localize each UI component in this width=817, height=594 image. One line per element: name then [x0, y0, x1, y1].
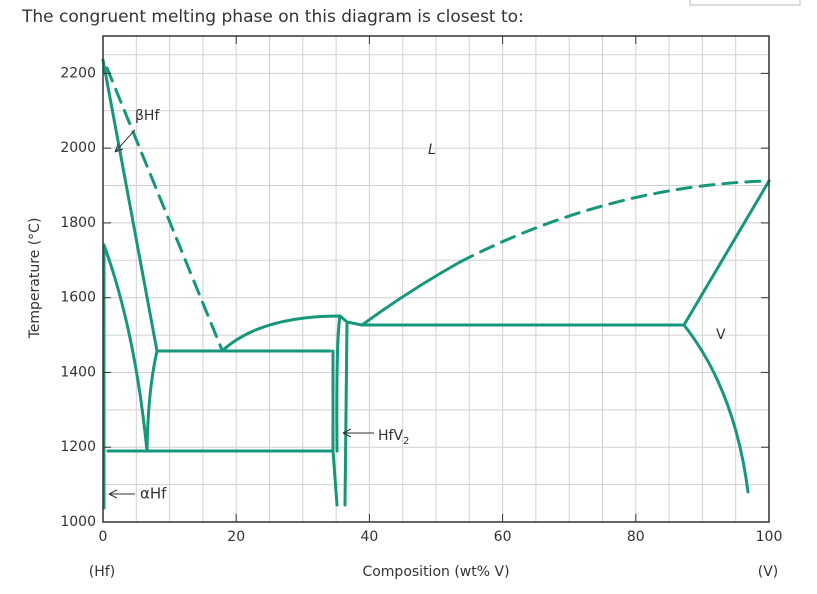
x-tick-label: 40 — [360, 529, 378, 545]
liquidus-dashed — [458, 179, 771, 264]
phase-boundaries — [101, 58, 771, 510]
question: The congruent melting phase on this diag… — [21, 7, 524, 27]
x-tick-label: 80 — [627, 529, 645, 545]
x-tick-label: 20 — [227, 529, 245, 545]
x-tick-label: 0 — [99, 529, 108, 545]
beta-solidus — [101, 58, 159, 353]
grid — [102, 36, 770, 523]
x-tick-label: 60 — [494, 529, 512, 545]
v-label: V — [716, 327, 726, 343]
hfv2-label: HfV2 — [378, 428, 409, 447]
hfv2-inner — [335, 314, 342, 453]
left-end-label: (Hf) — [89, 564, 115, 580]
hfv2-text: HfV — [378, 428, 403, 444]
beta-arrow — [114, 129, 136, 153]
y-axis-label: Temperature (°C) — [27, 218, 43, 340]
liquidus-solid — [360, 260, 462, 327]
x-axis-label: Composition (wt% V) — [362, 564, 509, 580]
x-tick-label: 100 — [756, 529, 783, 545]
hfv2-right — [343, 320, 349, 507]
y-tick-label: 2000 — [60, 140, 96, 156]
beta-transus — [145, 349, 159, 453]
alpha-boundary — [102, 243, 149, 453]
right-end-label: (V) — [758, 564, 779, 580]
hfv2-arrow — [342, 428, 374, 438]
hfv2-liquidus — [220, 314, 364, 353]
plot-frame — [102, 35, 770, 523]
y-tick-label: 2200 — [60, 65, 96, 81]
liquid-label: L — [428, 142, 436, 158]
v-solidus — [682, 179, 771, 327]
y-tick-label: 1400 — [60, 364, 96, 380]
alpha-arrow — [108, 489, 135, 499]
beta-liquidus — [105, 66, 224, 352]
top-widget — [689, 0, 801, 6]
hfv2-left — [331, 349, 339, 507]
beta-hf-label: βHf — [135, 108, 160, 124]
y-tick-label: 1600 — [60, 290, 96, 306]
y-tick-label: 1800 — [60, 215, 96, 231]
v-solvus — [682, 323, 750, 494]
hfv2-subscript: 2 — [403, 436, 409, 447]
y-tick-label: 1200 — [60, 439, 96, 455]
alpha-hf-label: αHf — [140, 485, 167, 503]
y-tick-label: 1000 — [60, 514, 96, 530]
